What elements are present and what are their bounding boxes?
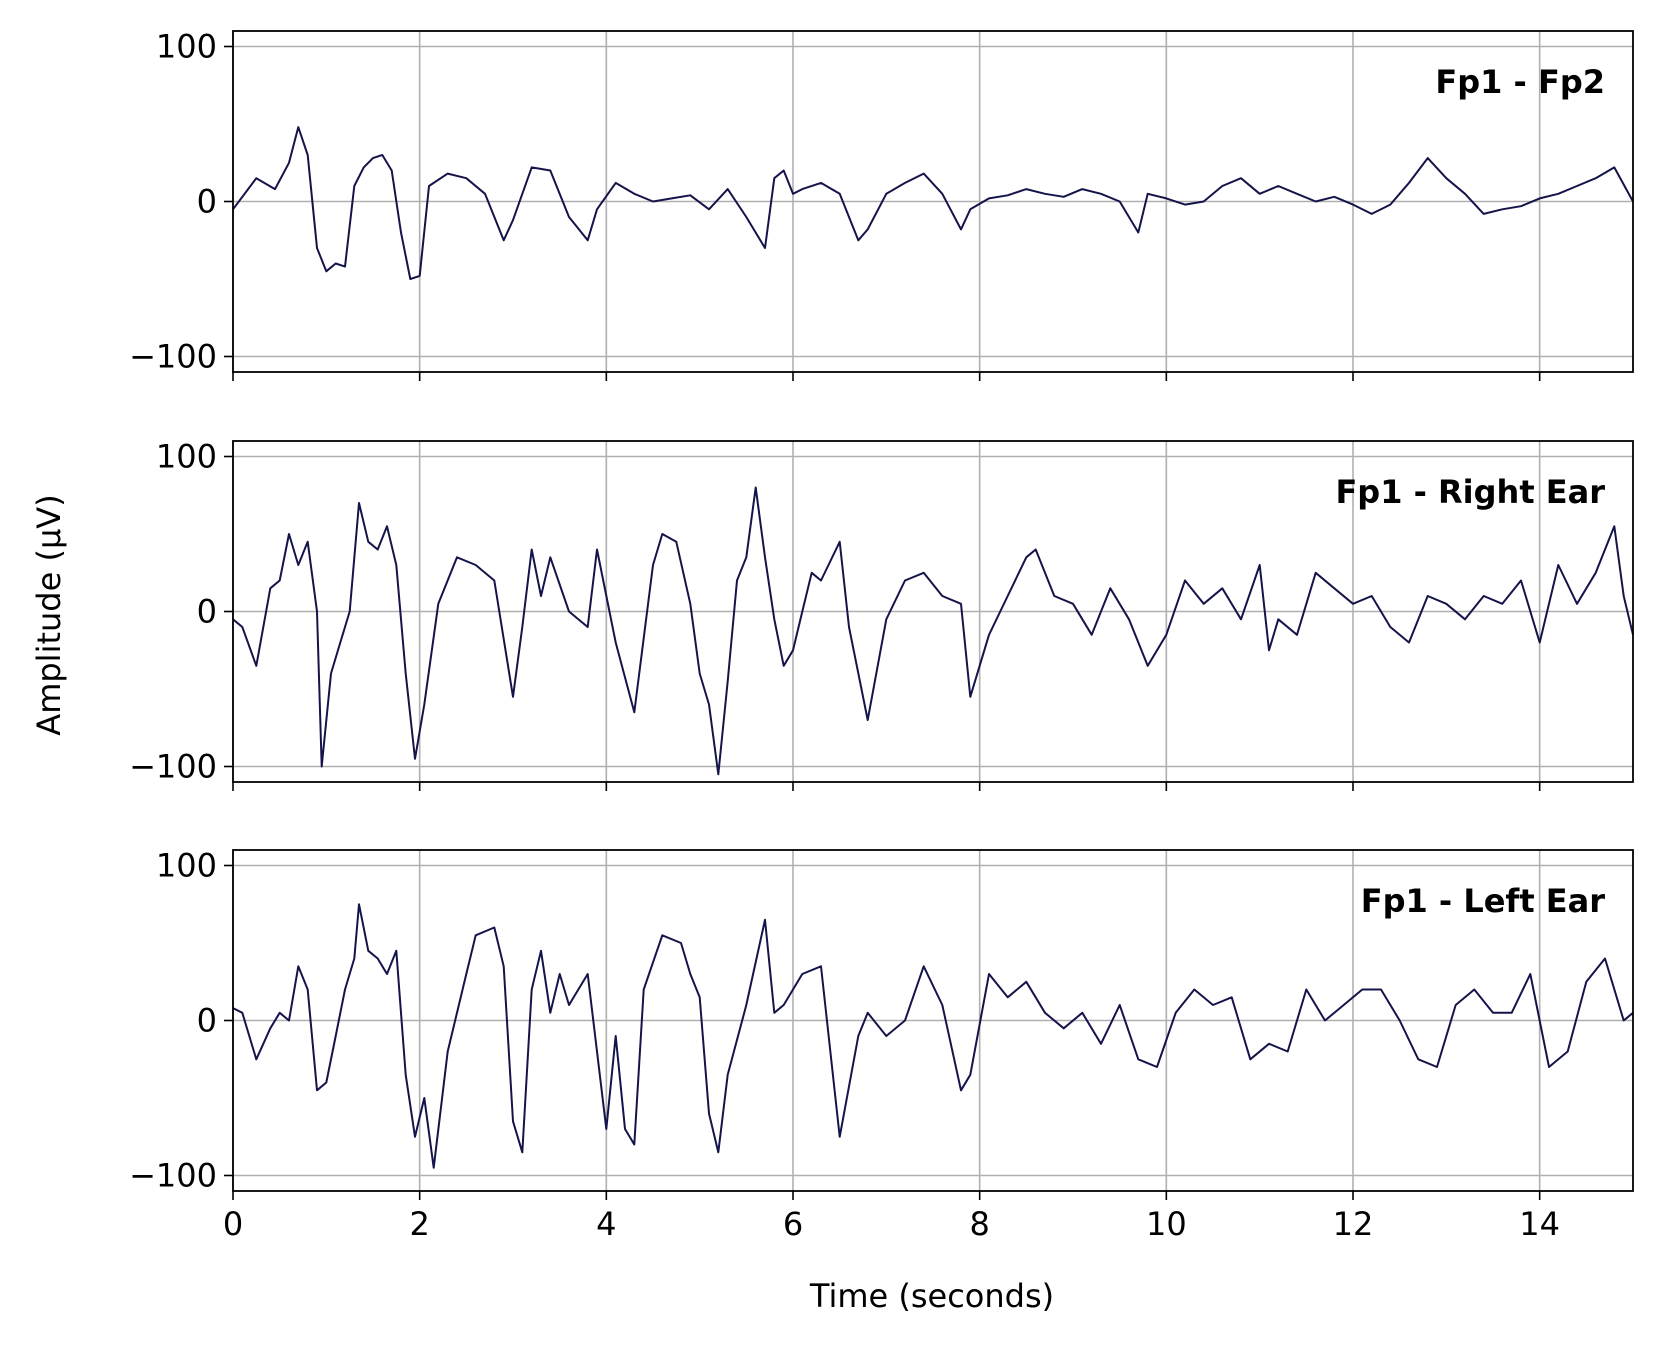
- y-axis-label: Amplitude (µV): [30, 494, 68, 735]
- y-tick-label: −100: [129, 1157, 217, 1195]
- x-tick-label: 12: [1333, 1205, 1374, 1243]
- signal-trace: [232, 126, 1634, 280]
- x-tick-label: 14: [1519, 1205, 1560, 1243]
- y-tick-label: 100: [156, 847, 217, 885]
- y-tick-label: −100: [129, 748, 217, 786]
- x-tick-label: 0: [223, 1205, 243, 1243]
- panel-title: Fp1 - Fp2: [1435, 63, 1605, 101]
- y-tick-label: −100: [129, 338, 217, 376]
- x-tick-label: 4: [596, 1205, 616, 1243]
- x-tick-label: 6: [783, 1205, 803, 1243]
- signal-trace: [232, 486, 1634, 776]
- y-tick-label: 0: [197, 1002, 217, 1040]
- y-tick-label: 0: [197, 593, 217, 631]
- signal-trace: [232, 903, 1634, 1169]
- x-tick-label: 10: [1146, 1205, 1187, 1243]
- y-tick-label: 0: [197, 183, 217, 221]
- y-tick-label: 100: [156, 438, 217, 476]
- panel-2: −100 0 100 Fp1 - Right Ear: [129, 438, 1634, 791]
- panel-1: −100 0 100 Fp1 - Fp2: [129, 28, 1634, 381]
- x-axis-label: Time (seconds): [809, 1277, 1054, 1315]
- x-tick-label: 2: [409, 1205, 429, 1243]
- panel-title: Fp1 - Left Ear: [1361, 882, 1606, 920]
- panel-title: Fp1 - Right Ear: [1335, 473, 1605, 511]
- y-tick-label: 100: [156, 28, 217, 66]
- x-tick-label: 8: [969, 1205, 989, 1243]
